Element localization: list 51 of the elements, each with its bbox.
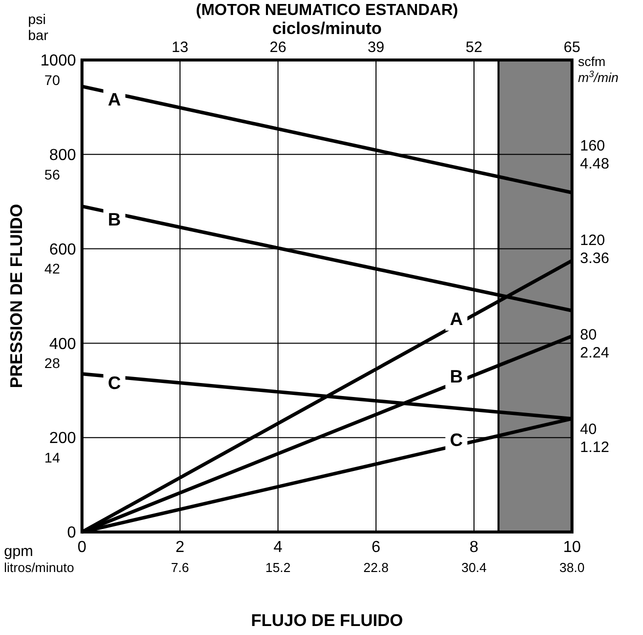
text: gpm [4,543,34,560]
x2-tick-label: 52 [466,39,482,56]
y2-tick-label: 40 [580,420,597,438]
text: bar [28,27,49,43]
x2-tick-label: 26 [270,39,286,56]
x-axis-title: FLUJO DE FLUIDO [250,611,404,630]
series-label: C [108,373,121,394]
series-label: A [450,308,463,329]
text: 56 [44,166,60,182]
x-tick-label: 2 [176,539,185,556]
x2-axis-title: ciclos/minuto [272,19,382,38]
text: 22.8 [363,560,389,575]
text: 14 [44,450,60,466]
text: 15.2 [265,560,291,575]
y3-tick-label: 1.12 [580,438,610,456]
text: psi [28,11,46,27]
y-tick-label: 600 [49,241,76,258]
x2-tick-label: 39 [368,39,384,56]
series-label: A [108,90,121,110]
text: 42 [44,260,60,277]
text: 28 [44,355,60,372]
x-tick-label: 4 [274,539,283,556]
y-tick-label: 0 [67,524,76,542]
y3-tick-label: 2.24 [580,344,610,362]
y3-tick-label: 4.48 [580,156,610,173]
chart-title: (MOTOR NEUMATICO ESTANDAR) [196,2,458,19]
text: 7.6 [170,560,190,575]
series-label: B [108,210,121,230]
y-tick-label: 400 [49,336,76,353]
y-tick-label: 200 [49,430,76,448]
text: 30.4 [461,560,487,575]
x2-tick-label: 13 [172,39,188,56]
y3-tick-label: 3.36 [580,250,610,268]
y2-tick-label: 120 [580,232,606,250]
x-tick-label: 8 [470,539,479,556]
text: 70 [44,72,60,88]
y2-tick-label: 80 [580,326,597,344]
x2-tick-label: 65 [564,39,580,56]
text: 38.0 [559,560,585,575]
text: litros/minuto [4,560,74,575]
series-label: C [450,430,463,450]
y-tick-label: 1000 [40,52,76,70]
text: scfm [578,54,606,69]
x-tick-label: 0 [78,539,87,556]
y-tick-label: 800 [49,147,76,164]
y-axis-title: PRESSION DE FLUIDO [7,204,26,388]
series-label: B [450,366,463,387]
x-tick-label: 6 [372,539,381,556]
text: m$^{3}$/min [578,69,618,85]
x-tick-label: 10 [563,539,581,556]
y2-tick-label: 160 [580,138,606,155]
